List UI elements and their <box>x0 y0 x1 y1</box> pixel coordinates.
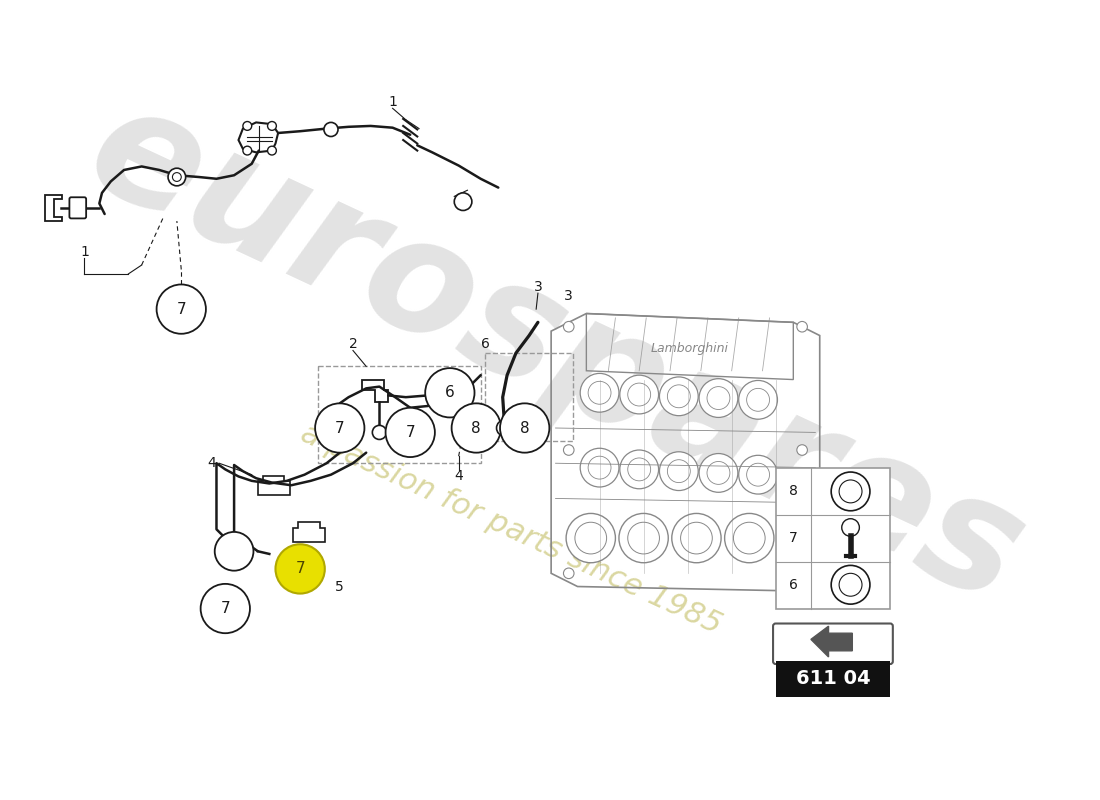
Circle shape <box>739 381 778 419</box>
Circle shape <box>156 285 206 334</box>
Text: a passion for parts since 1985: a passion for parts since 1985 <box>297 418 726 640</box>
Circle shape <box>668 385 691 408</box>
Circle shape <box>267 122 276 130</box>
Circle shape <box>315 403 364 453</box>
Circle shape <box>747 463 770 486</box>
Circle shape <box>832 566 870 604</box>
Circle shape <box>580 448 619 487</box>
Text: 6: 6 <box>446 386 454 400</box>
FancyBboxPatch shape <box>69 198 86 218</box>
Circle shape <box>660 452 698 490</box>
Circle shape <box>796 568 807 578</box>
Text: Lamborghini: Lamborghini <box>650 342 728 355</box>
Circle shape <box>200 584 250 633</box>
Text: 5: 5 <box>336 579 344 594</box>
Text: 611 04: 611 04 <box>795 670 870 689</box>
Circle shape <box>707 386 730 410</box>
FancyBboxPatch shape <box>773 623 893 664</box>
Circle shape <box>386 408 434 457</box>
Text: 7: 7 <box>336 421 344 435</box>
Circle shape <box>628 522 660 554</box>
Circle shape <box>275 544 324 594</box>
Circle shape <box>173 173 182 182</box>
Circle shape <box>454 193 472 210</box>
Circle shape <box>832 472 870 510</box>
Circle shape <box>588 456 610 479</box>
Circle shape <box>707 462 730 484</box>
Circle shape <box>668 460 691 482</box>
Text: 1: 1 <box>80 245 89 259</box>
Circle shape <box>452 403 500 453</box>
Circle shape <box>796 445 807 455</box>
Text: 3: 3 <box>534 280 542 294</box>
Circle shape <box>267 146 276 155</box>
Circle shape <box>580 374 619 412</box>
Text: 7: 7 <box>406 425 415 440</box>
Circle shape <box>700 454 738 492</box>
Circle shape <box>628 383 650 406</box>
Circle shape <box>619 375 659 414</box>
Text: 1: 1 <box>388 95 397 109</box>
Circle shape <box>660 377 698 416</box>
Text: eurospares: eurospares <box>65 70 1046 637</box>
Circle shape <box>243 146 252 155</box>
FancyBboxPatch shape <box>776 468 890 609</box>
Circle shape <box>588 382 610 404</box>
Circle shape <box>214 532 253 570</box>
Circle shape <box>734 522 766 554</box>
Circle shape <box>500 403 549 453</box>
Circle shape <box>496 420 513 436</box>
Circle shape <box>747 388 770 411</box>
FancyBboxPatch shape <box>776 662 890 697</box>
Circle shape <box>796 322 807 332</box>
Text: 6: 6 <box>481 338 490 351</box>
Circle shape <box>700 378 738 418</box>
Circle shape <box>373 426 386 439</box>
Text: 4: 4 <box>454 470 463 483</box>
Text: 7: 7 <box>789 531 797 545</box>
Circle shape <box>566 514 615 562</box>
Text: 8: 8 <box>520 421 529 435</box>
Text: 3: 3 <box>564 289 573 303</box>
Text: 8: 8 <box>789 485 797 498</box>
Circle shape <box>628 458 650 481</box>
Polygon shape <box>811 626 852 657</box>
Circle shape <box>619 450 659 489</box>
Circle shape <box>839 574 862 596</box>
Circle shape <box>619 514 669 562</box>
Circle shape <box>839 480 862 503</box>
Circle shape <box>842 518 859 536</box>
Circle shape <box>563 568 574 578</box>
Circle shape <box>739 455 778 494</box>
Circle shape <box>563 322 574 332</box>
Text: 2: 2 <box>349 338 358 351</box>
Circle shape <box>243 122 252 130</box>
Text: 4: 4 <box>208 456 217 470</box>
Text: 7: 7 <box>176 302 186 317</box>
Circle shape <box>426 368 474 418</box>
Circle shape <box>725 514 774 562</box>
Text: 8: 8 <box>472 421 481 435</box>
Text: 7: 7 <box>220 601 230 616</box>
Circle shape <box>575 522 606 554</box>
Circle shape <box>672 514 722 562</box>
Text: 7: 7 <box>295 562 305 577</box>
Circle shape <box>681 522 713 554</box>
Circle shape <box>168 168 186 186</box>
Circle shape <box>323 122 338 137</box>
Text: 6: 6 <box>789 578 797 592</box>
Circle shape <box>563 445 574 455</box>
